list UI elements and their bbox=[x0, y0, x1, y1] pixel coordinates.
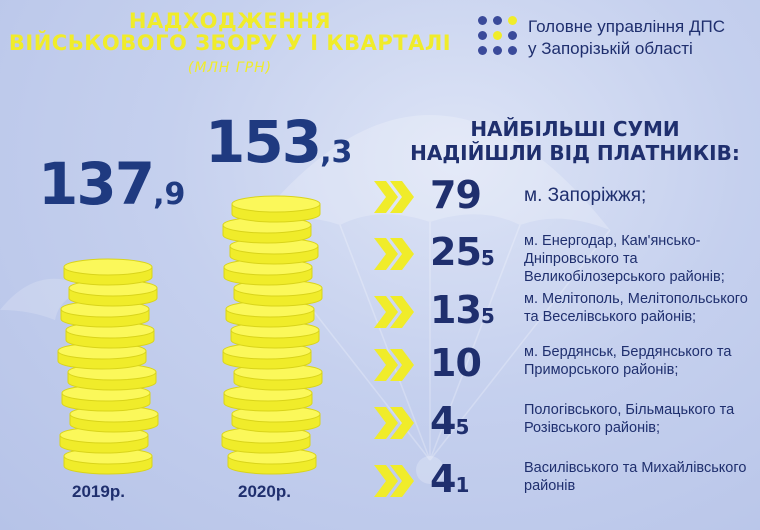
coin bbox=[231, 195, 321, 223]
payer-amount: 45 bbox=[430, 399, 522, 443]
payer-row: 255 м. Енергодар, Кам'янсько-Дніпровсько… bbox=[372, 230, 757, 288]
logo-dot bbox=[478, 16, 487, 25]
year-label-2019: 2019р. bbox=[72, 482, 125, 501]
payer-label: м. Енергодар, Кам'янсько-Дніпровського т… bbox=[524, 233, 725, 285]
chevron-right-icon bbox=[374, 465, 414, 497]
coin bbox=[233, 279, 323, 307]
coin bbox=[222, 216, 312, 244]
organization-name: Головне управління ДПС у Запорізькій обл… bbox=[528, 16, 725, 60]
units-label: (МЛН ГРН) bbox=[187, 60, 273, 76]
payer-amount-int: 79 bbox=[430, 173, 482, 217]
total-2020-int: 153 bbox=[205, 108, 322, 176]
payer-row: 10 м. Бердянськ, Бердянського та Приморс… bbox=[372, 341, 757, 399]
org-line-1: Головне управління ДПС bbox=[528, 17, 725, 36]
total-2019-int: 137 bbox=[38, 150, 155, 218]
chevron-right-icon bbox=[374, 296, 414, 328]
payer-amount-dec: 5 bbox=[455, 415, 470, 439]
logo-dot bbox=[478, 46, 487, 55]
coin bbox=[63, 447, 153, 475]
logo-dot bbox=[508, 46, 517, 55]
payer-row: 41 Василівського та Михайлівського район… bbox=[372, 457, 757, 515]
coin bbox=[63, 258, 153, 286]
payer-label: м. Бердянськ, Бердянського та Приморсько… bbox=[524, 344, 732, 378]
payer-amount-int: 13 bbox=[430, 288, 482, 332]
coin bbox=[229, 237, 319, 265]
total-2019-dec: 9 bbox=[164, 177, 186, 212]
chevron-right-icon bbox=[374, 238, 414, 270]
coin-stack-2019р. bbox=[57, 258, 159, 475]
total-2020: 153,3 bbox=[205, 108, 352, 176]
payer-amount-int: 4 bbox=[430, 399, 456, 443]
chevron-right-icon bbox=[374, 407, 414, 439]
logo-dot bbox=[493, 46, 502, 55]
logo-dot bbox=[508, 16, 517, 25]
payer-amount-int: 10 bbox=[430, 341, 482, 385]
payer-amount: 255 bbox=[430, 230, 522, 274]
payer-amount-int: 25 bbox=[430, 230, 482, 274]
org-line-2: у Запорізькій області bbox=[528, 39, 693, 58]
payer-label: Василівського та Михайлівського районів bbox=[524, 460, 747, 494]
year-label-2020: 2020р. bbox=[238, 482, 291, 501]
total-2019-sep: , bbox=[153, 177, 165, 212]
coin bbox=[60, 300, 150, 328]
payer-row: 79 м. Запоріжжя; bbox=[372, 173, 757, 231]
logo-dot bbox=[493, 16, 502, 25]
title-line-1: НАДХОДЖЕННЯ bbox=[128, 9, 332, 33]
chevron-right-icon bbox=[374, 181, 414, 213]
title-line-2: ВІЙСЬКОВОГО ЗБОРУ У І КВАРТАЛІ bbox=[8, 31, 452, 55]
payer-amount: 135 bbox=[430, 288, 522, 332]
payer-amount: 10 bbox=[430, 341, 522, 385]
total-2019: 137,9 bbox=[38, 150, 185, 218]
organization-logo: Головне управління ДПС у Запорізькій обл… bbox=[478, 14, 753, 62]
payer-row: 135 м. Мелітополь, Мелітопольського та В… bbox=[372, 288, 757, 346]
payer-amount-int: 4 bbox=[430, 457, 456, 501]
payer-label: Пологівського, Більмацького та Розівсько… bbox=[524, 402, 735, 436]
logo-dot bbox=[478, 31, 487, 40]
payer-amount-dec: 1 bbox=[455, 473, 470, 497]
payer-label: м. Запоріжжя; bbox=[524, 185, 647, 206]
payers-heading: НАЙБІЛЬШІ СУМИ НАДІЙШЛИ ВІД ПЛАТНИКІВ: bbox=[410, 117, 740, 165]
payer-amount: 41 bbox=[430, 457, 522, 501]
payer-label: м. Мелітополь, Мелітопольського та Весел… bbox=[524, 291, 748, 325]
payer-amount-dec: 5 bbox=[480, 246, 495, 270]
total-2020-sep: , bbox=[320, 135, 332, 170]
dots-logo-icon bbox=[478, 16, 522, 60]
payer-amount-dec: 5 bbox=[480, 304, 495, 328]
chevron-right-icon bbox=[374, 349, 414, 381]
total-2020-dec: 3 bbox=[331, 135, 353, 170]
payer-row: 45 Пологівського, Більмацького та Розівс… bbox=[372, 399, 757, 457]
logo-dot bbox=[493, 31, 502, 40]
logo-dot bbox=[508, 31, 517, 40]
wing-watermark bbox=[0, 278, 90, 320]
coin-stack-2020р. bbox=[221, 195, 323, 475]
chart-title: НАДХОДЖЕННЯ ВІЙСЬКОВОГО ЗБОРУ У І КВАРТА… bbox=[0, 10, 460, 79]
payer-amount: 79 bbox=[430, 173, 522, 217]
